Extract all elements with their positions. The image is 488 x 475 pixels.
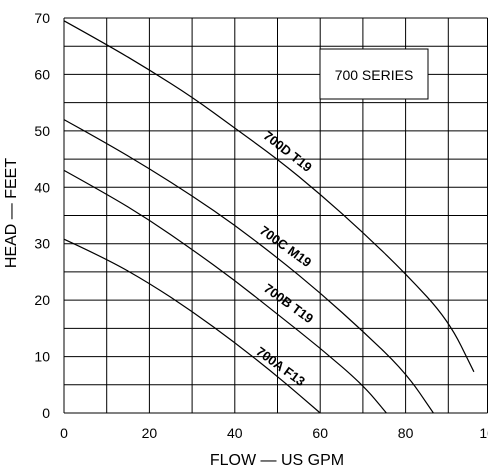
- series-box-label: 700 SERIES: [335, 67, 414, 83]
- y-tick-label: 60: [34, 66, 50, 82]
- series-line-700b-t19: [63, 169, 387, 414]
- tick-labels: 0 20 40 60 80 100 0 10 20 30 40 50 60 70: [34, 10, 488, 441]
- series-line-700d-t19: [63, 20, 475, 373]
- series-box-frame: [319, 48, 429, 100]
- series-line-700a-f13: [63, 238, 321, 414]
- x-tick-label: 40: [227, 425, 243, 441]
- x-tick-label: 80: [398, 425, 414, 441]
- y-tick-label: 10: [34, 349, 50, 365]
- x-tick-label: 20: [142, 425, 158, 441]
- curve-label-700a-f13: 700A F13: [253, 344, 308, 389]
- y-axis-title: HEAD — FEET: [3, 158, 20, 268]
- y-tick-label: 70: [34, 10, 50, 26]
- y-tick-label: 20: [34, 292, 50, 308]
- y-tick-label: 30: [34, 236, 50, 252]
- y-tick-label: 40: [34, 179, 50, 195]
- series-lines: [63, 20, 475, 414]
- series-line-700c-m19: [63, 119, 434, 414]
- series-box: 700 SERIES: [319, 48, 429, 100]
- curve-label-700c-m19: 700C M19: [257, 223, 314, 270]
- x-tick-label: 60: [312, 425, 328, 441]
- y-tick-label: 50: [34, 123, 50, 139]
- x-axis-title: FLOW — US GPM: [210, 452, 344, 469]
- curve-label-700b-t19: 700B T19: [261, 281, 316, 327]
- x-tick-label: 0: [60, 425, 68, 441]
- x-tick-label: 100: [479, 425, 488, 441]
- y-tick-label: 0: [42, 405, 50, 421]
- grid: [63, 17, 488, 414]
